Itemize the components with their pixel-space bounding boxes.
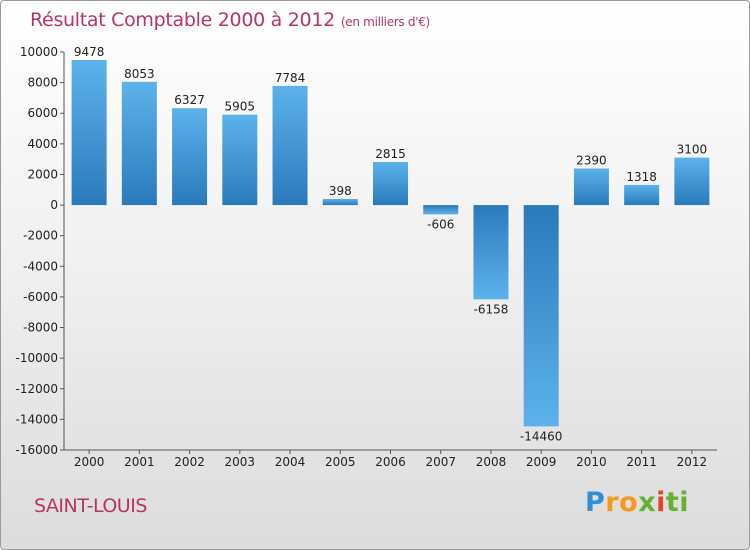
- x-tick-label: 2007: [425, 455, 456, 469]
- data-label-2002: 6327: [174, 93, 205, 107]
- bar-2002: [172, 108, 208, 206]
- y-tick-label: -12000: [15, 382, 58, 396]
- proxiti-logo[interactable]: Proxiti: [585, 487, 690, 518]
- y-tick-label: -2000: [23, 229, 58, 243]
- x-tick-label: 2003: [225, 455, 256, 469]
- bar-2001: [121, 81, 157, 206]
- bar-2008: [473, 205, 509, 300]
- data-label-2005: 398: [329, 184, 352, 198]
- data-label-2006: 2815: [375, 147, 406, 161]
- bar-2004: [272, 85, 308, 206]
- y-tick-label: -10000: [15, 351, 58, 365]
- data-label-2000: 9478: [74, 45, 105, 59]
- x-tick-label: 2001: [124, 455, 155, 469]
- data-label-2001: 8053: [124, 67, 155, 81]
- bar-2012: [674, 157, 710, 206]
- y-tick-label: -6000: [23, 290, 58, 304]
- data-label-2008: -6158: [474, 302, 509, 316]
- x-tick-label: 2000: [74, 455, 105, 469]
- y-tick-label: 8000: [27, 76, 58, 90]
- bar-2011: [624, 184, 660, 206]
- data-label-2010: 2390: [576, 153, 607, 167]
- data-label-2012: 3100: [677, 143, 708, 157]
- x-tick-label: 2002: [174, 455, 205, 469]
- bar-2003: [222, 114, 258, 206]
- y-tick-label: 10000: [20, 45, 58, 59]
- bar-2010: [573, 168, 609, 206]
- y-tick-label: 2000: [27, 167, 58, 181]
- data-labels: 9478 8053 6327 5905 7784 398 2815 -606 -6158 -144…: [74, 45, 707, 443]
- bar-2006: [373, 161, 408, 206]
- y-tick-label: -14000: [15, 412, 58, 426]
- y-tick-label: -8000: [23, 321, 58, 335]
- x-tick-label: 2011: [626, 455, 657, 469]
- chart-subtitle: (en milliers d'€): [340, 15, 430, 29]
- data-label-2003: 5905: [225, 100, 256, 114]
- axes: 10000 8000 6000 4000 2000 0 -2000 -4000 -6000 -80…: [15, 45, 717, 469]
- bars: [71, 59, 710, 427]
- bar-2000: [71, 59, 107, 206]
- x-tick-label: 2008: [476, 455, 507, 469]
- y-tick-label: -4000: [23, 259, 58, 273]
- bar-2005: [322, 198, 358, 206]
- x-tick-label: 2005: [325, 455, 356, 469]
- x-tick-label: 2009: [526, 455, 557, 469]
- y-tick-label: 0: [50, 198, 58, 212]
- data-label-2009: -14460: [520, 429, 563, 443]
- x-tick-label: 2006: [375, 455, 406, 469]
- bar-2007: [423, 205, 459, 215]
- x-tick-label: 2004: [275, 455, 306, 469]
- data-label-2011: 1318: [626, 170, 657, 184]
- x-tick-label: 2010: [576, 455, 607, 469]
- y-tick-label: 6000: [27, 106, 58, 120]
- chart-title: Résultat Comptable 2000 à 2012 (en millie…: [30, 9, 430, 31]
- y-tick-label: 4000: [27, 137, 58, 151]
- y-tick-label: -16000: [15, 443, 58, 457]
- x-tick-label: 2012: [677, 455, 708, 469]
- bar-2009: [523, 205, 559, 427]
- data-label-2007: -606: [427, 217, 454, 231]
- city-name: SAINT-LOUIS: [34, 495, 147, 517]
- data-label-2004: 7784: [275, 71, 306, 85]
